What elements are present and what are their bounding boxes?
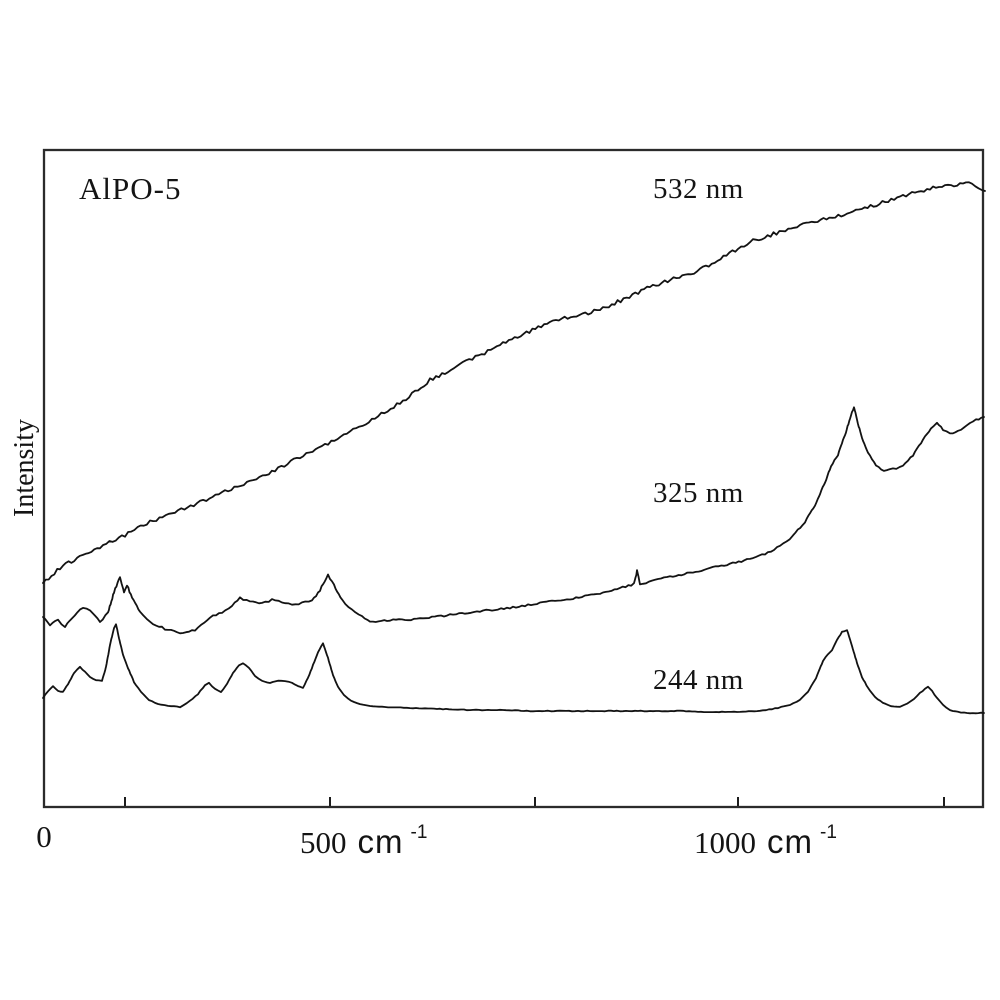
x-tick-1000-exponent: -1 [820, 822, 837, 843]
sample-label: AlPO-5 [79, 171, 182, 206]
spectrum-curve-532nm [42, 181, 986, 584]
curve-label-532nm: 532 nm [653, 173, 744, 205]
spectrum-curve-244nm [42, 623, 985, 715]
x-tick-500-unit: cm [357, 823, 404, 860]
x-tick-label-0: 0 [36, 819, 52, 854]
y-axis-label: Intensity [9, 419, 40, 517]
x-tick-label-500: 500 cm -1 [300, 822, 428, 861]
x-tick-1000-number: 1000 [694, 825, 756, 860]
x-tick-label-1000: 1000 cm -1 [694, 822, 837, 861]
curve-label-244nm: 244 nm [653, 664, 744, 696]
x-tick-500-exponent: -1 [410, 822, 428, 843]
plot-frame [42, 148, 985, 809]
spectrum-curve-325nm [42, 406, 985, 635]
curve-label-325nm: 325 nm [653, 477, 744, 509]
x-tick-500-number: 500 [300, 825, 347, 860]
x-tick-1000-unit: cm [767, 823, 813, 860]
